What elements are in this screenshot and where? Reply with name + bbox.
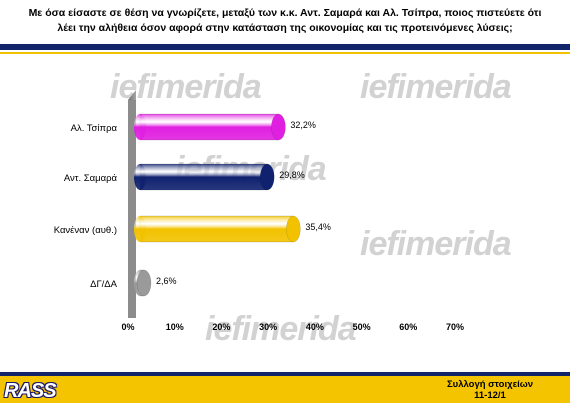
footer-line-2: 11-12/1 bbox=[474, 390, 506, 401]
value-label: 35,4% bbox=[305, 222, 331, 232]
header-rule-yellow bbox=[0, 52, 570, 54]
footer-line-1: Συλλογή στοιχείων bbox=[446, 379, 534, 390]
watermark: iefimerida bbox=[360, 68, 512, 106]
bar bbox=[139, 113, 279, 141]
category-label: ΔΓ/ΔΑ bbox=[90, 279, 118, 290]
category-label: Κανέναν (αυθ.) bbox=[54, 225, 117, 236]
bar-cap-right bbox=[136, 269, 152, 297]
watermark: iefimerida bbox=[205, 310, 357, 348]
bar bbox=[139, 163, 268, 191]
x-tick-label: 30% bbox=[259, 322, 277, 332]
bar-chart: Αλ. Τσίπρα 32,2% Αντ. Σαμαρά 29,8% Κανέναν (… bbox=[54, 90, 464, 332]
x-tick-label: 0% bbox=[121, 322, 134, 332]
category-label: Αντ. Σαμαρά bbox=[64, 173, 118, 184]
bar-cap-right bbox=[271, 113, 286, 141]
x-tick-label: 40% bbox=[306, 322, 324, 332]
value-label: 32,2% bbox=[290, 120, 316, 130]
value-label: 29,8% bbox=[279, 170, 305, 180]
bar-cap-right bbox=[259, 163, 275, 191]
question-header: Με όσα είσαστε σε θέση να γνωρίζετε, μετ… bbox=[0, 0, 570, 44]
footer-info: Συλλογή στοιχείων 11-12/1 bbox=[420, 379, 560, 401]
x-tick-label: 10% bbox=[166, 322, 184, 332]
watermark: iefimerida bbox=[360, 225, 512, 263]
x-tick-label: 60% bbox=[399, 322, 417, 332]
header-rule-navy bbox=[0, 44, 570, 50]
value-label: 2,6% bbox=[156, 276, 177, 286]
x-tick-label: 20% bbox=[212, 322, 230, 332]
rass-logo: RASS bbox=[4, 380, 57, 402]
bar-cap-left bbox=[134, 114, 146, 140]
category-label: Αλ. Τσίπρα bbox=[71, 123, 118, 134]
x-tick-label: 70% bbox=[446, 322, 464, 332]
x-tick-label: 50% bbox=[353, 322, 371, 332]
question-line-2: λέει την αλήθεια όσον αφορά στην κατάστα… bbox=[57, 22, 513, 34]
bar-cap-left bbox=[134, 216, 146, 242]
question-line-1: Με όσα είσαστε σε θέση να γνωρίζετε, μετ… bbox=[28, 7, 542, 19]
bar bbox=[139, 215, 294, 243]
chart-wall-side bbox=[128, 100, 136, 318]
bar-cap-right bbox=[286, 215, 301, 243]
footer-rule bbox=[0, 372, 570, 376]
bar-cap-left bbox=[134, 164, 146, 190]
footer bbox=[0, 376, 570, 403]
